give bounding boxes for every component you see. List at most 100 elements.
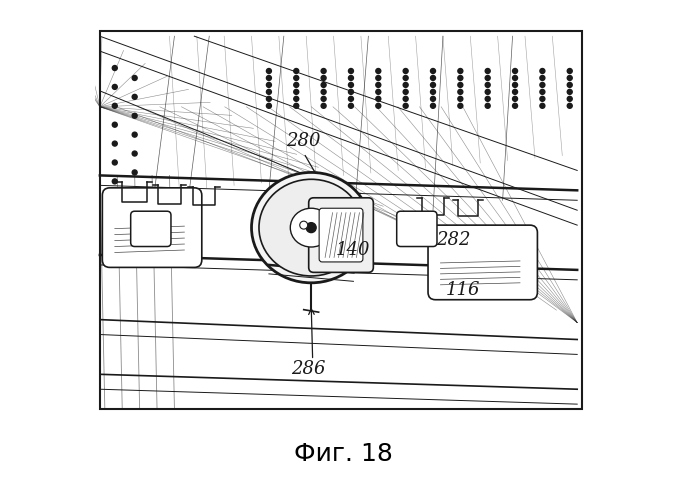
- Circle shape: [132, 189, 137, 194]
- Circle shape: [458, 90, 463, 94]
- Circle shape: [485, 68, 491, 73]
- Ellipse shape: [259, 180, 363, 276]
- Circle shape: [376, 82, 381, 87]
- Circle shape: [348, 90, 353, 94]
- Circle shape: [431, 82, 436, 87]
- FancyBboxPatch shape: [396, 211, 437, 246]
- FancyBboxPatch shape: [428, 225, 537, 300]
- Circle shape: [112, 66, 117, 70]
- Circle shape: [321, 90, 326, 94]
- Circle shape: [431, 96, 436, 102]
- Circle shape: [403, 68, 408, 73]
- Circle shape: [458, 82, 463, 87]
- Circle shape: [267, 90, 271, 94]
- Circle shape: [376, 68, 381, 73]
- Circle shape: [348, 104, 353, 108]
- Circle shape: [294, 68, 299, 73]
- Circle shape: [112, 122, 117, 127]
- Circle shape: [132, 151, 137, 156]
- FancyBboxPatch shape: [308, 198, 373, 272]
- Circle shape: [403, 76, 408, 80]
- Circle shape: [431, 68, 436, 73]
- Circle shape: [458, 104, 463, 108]
- Circle shape: [540, 68, 545, 73]
- Circle shape: [485, 104, 491, 108]
- Circle shape: [112, 141, 117, 146]
- Circle shape: [321, 96, 326, 102]
- Circle shape: [294, 76, 299, 80]
- Circle shape: [267, 68, 271, 73]
- Circle shape: [403, 96, 408, 102]
- Circle shape: [403, 82, 408, 87]
- Circle shape: [567, 82, 572, 87]
- Circle shape: [540, 90, 545, 94]
- Circle shape: [112, 198, 117, 203]
- Circle shape: [403, 104, 408, 108]
- Circle shape: [132, 94, 137, 100]
- Circle shape: [540, 76, 545, 80]
- Circle shape: [132, 114, 137, 118]
- Circle shape: [540, 82, 545, 87]
- Circle shape: [485, 90, 491, 94]
- Circle shape: [376, 90, 381, 94]
- Text: 140: 140: [336, 241, 371, 259]
- Circle shape: [485, 76, 491, 80]
- Circle shape: [267, 96, 271, 102]
- FancyBboxPatch shape: [131, 211, 171, 246]
- Text: 280: 280: [286, 132, 321, 150]
- Circle shape: [321, 104, 326, 108]
- FancyBboxPatch shape: [102, 188, 202, 268]
- Circle shape: [567, 76, 572, 80]
- Circle shape: [567, 90, 572, 94]
- Circle shape: [431, 90, 436, 94]
- Circle shape: [112, 179, 117, 184]
- Circle shape: [348, 82, 353, 87]
- Circle shape: [306, 222, 316, 232]
- Circle shape: [348, 96, 353, 102]
- Circle shape: [513, 76, 517, 80]
- Circle shape: [458, 96, 463, 102]
- Circle shape: [294, 82, 299, 87]
- Circle shape: [513, 90, 517, 94]
- Circle shape: [567, 68, 572, 73]
- Circle shape: [540, 104, 545, 108]
- Circle shape: [132, 170, 137, 175]
- FancyBboxPatch shape: [319, 208, 363, 262]
- Circle shape: [513, 104, 517, 108]
- Circle shape: [431, 104, 436, 108]
- Circle shape: [112, 160, 117, 165]
- Circle shape: [348, 68, 353, 73]
- Circle shape: [321, 76, 326, 80]
- Circle shape: [321, 82, 326, 87]
- Circle shape: [513, 96, 517, 102]
- FancyBboxPatch shape: [100, 31, 582, 409]
- Circle shape: [294, 104, 299, 108]
- Circle shape: [132, 132, 137, 137]
- Circle shape: [567, 96, 572, 102]
- Circle shape: [376, 104, 381, 108]
- Circle shape: [132, 208, 137, 212]
- Circle shape: [403, 90, 408, 94]
- Circle shape: [348, 76, 353, 80]
- Circle shape: [267, 82, 271, 87]
- Text: Фиг. 18: Фиг. 18: [294, 442, 393, 466]
- Ellipse shape: [291, 208, 332, 247]
- Circle shape: [112, 104, 117, 108]
- Text: 116: 116: [446, 281, 480, 299]
- Circle shape: [267, 104, 271, 108]
- Circle shape: [294, 96, 299, 102]
- Circle shape: [267, 76, 271, 80]
- Text: 286: 286: [291, 360, 326, 378]
- Circle shape: [485, 96, 491, 102]
- Circle shape: [540, 96, 545, 102]
- Circle shape: [132, 76, 137, 80]
- Circle shape: [112, 84, 117, 89]
- Circle shape: [567, 104, 572, 108]
- Circle shape: [458, 76, 463, 80]
- Circle shape: [485, 82, 491, 87]
- Circle shape: [431, 76, 436, 80]
- Circle shape: [376, 76, 381, 80]
- Circle shape: [321, 68, 326, 73]
- Ellipse shape: [251, 172, 371, 283]
- Circle shape: [300, 221, 308, 229]
